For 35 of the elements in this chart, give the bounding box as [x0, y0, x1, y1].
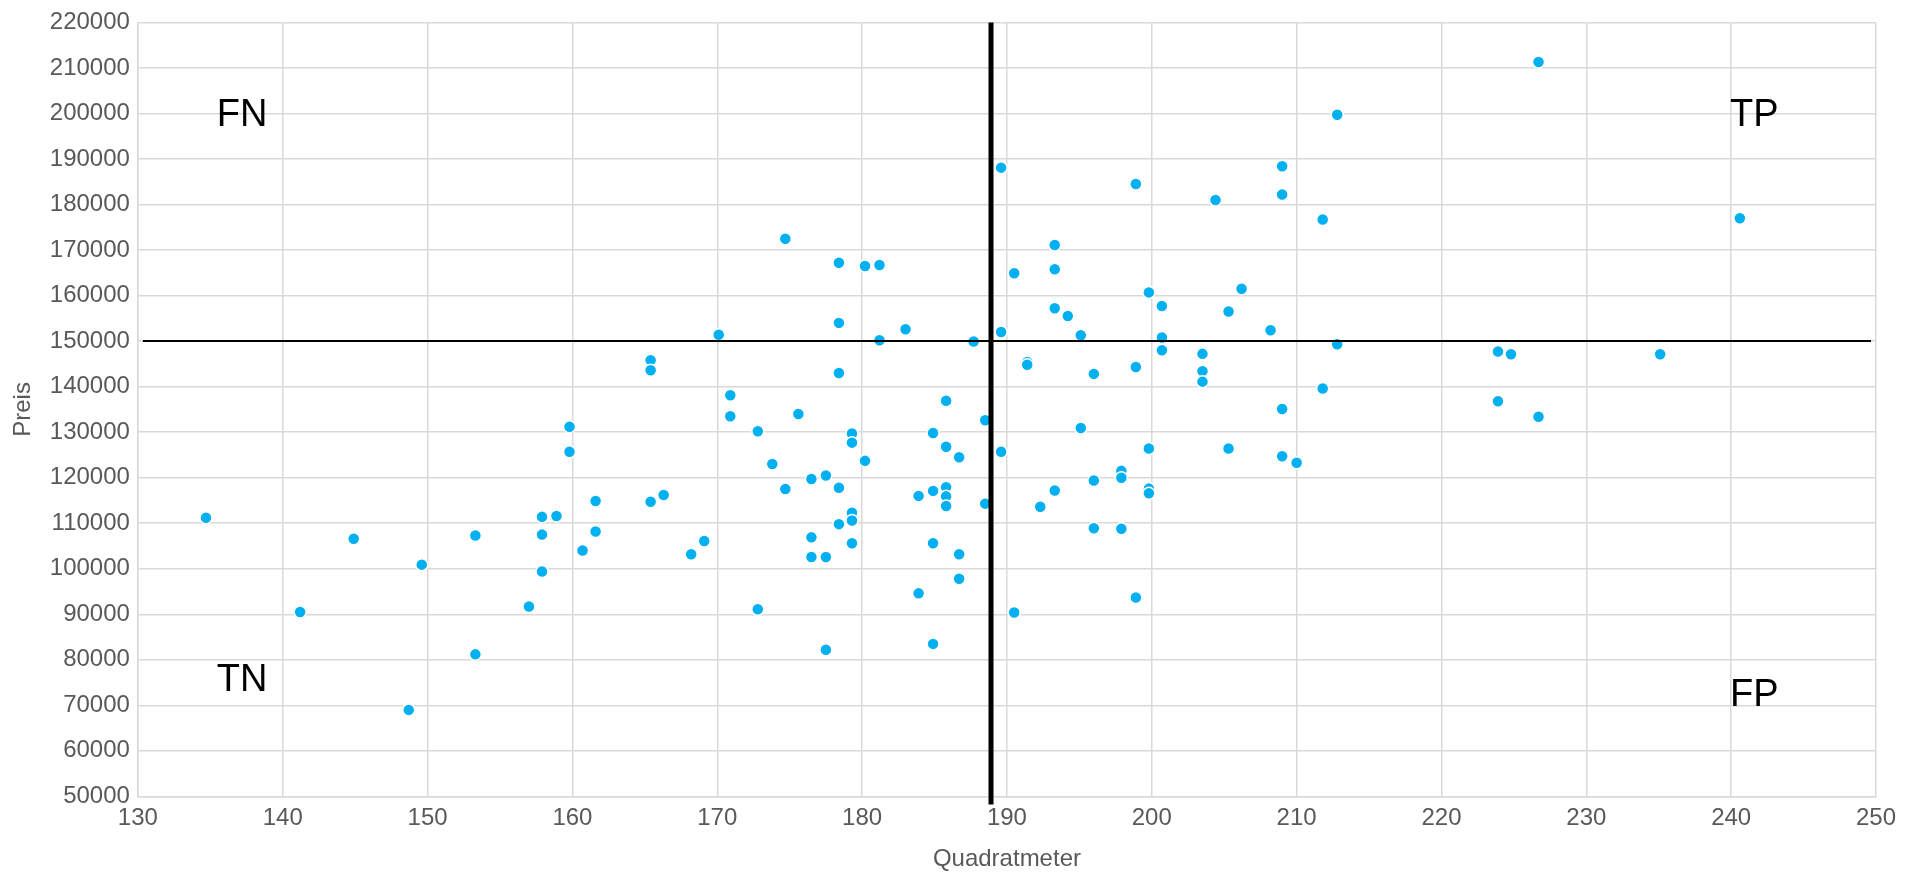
annotation: TP	[1730, 91, 1779, 134]
y-axis-title: Preis	[8, 382, 36, 437]
y-tick-label: 110000	[51, 507, 130, 535]
y-tick-label: 130000	[49, 416, 130, 444]
annotation: FP	[1730, 672, 1779, 715]
x-tick-label: 230	[1566, 803, 1607, 831]
x-tick-label: 140	[262, 803, 303, 831]
y-tick-label: 150000	[49, 325, 130, 353]
y-tick-label: 60000	[63, 735, 130, 763]
annotation: FN	[216, 91, 268, 134]
y-tick-label: 170000	[49, 234, 130, 262]
y-tick-label: 180000	[49, 189, 130, 217]
y-tick-label: 190000	[49, 143, 130, 171]
x-tick-label: 250	[1855, 803, 1897, 831]
y-tick-label: 80000	[63, 644, 130, 672]
annotation: TN	[216, 656, 268, 699]
x-tick-label: 220	[1421, 803, 1462, 831]
y-tick-label: 220000	[49, 7, 130, 35]
x-tick-label: 160	[552, 803, 593, 831]
y-tick-label: 100000	[49, 553, 130, 581]
x-axis-title: Quadratmeter	[932, 844, 1081, 872]
y-tick-label: 70000	[63, 689, 130, 717]
x-tick-label: 240	[1711, 803, 1752, 831]
y-tick-label: 160000	[49, 280, 130, 308]
y-tick-label: 140000	[49, 371, 130, 399]
x-tick-label: 180	[842, 803, 883, 831]
x-tick-label: 190	[986, 803, 1027, 831]
y-tick-label: 90000	[63, 598, 130, 626]
y-tick-label: 210000	[49, 52, 130, 80]
y-tick-label: 200000	[49, 98, 130, 126]
y-tick-label: 120000	[49, 462, 130, 490]
x-tick-label: 150	[407, 803, 448, 831]
x-tick-label: 170	[697, 803, 738, 831]
x-tick-label: 200	[1131, 803, 1172, 831]
x-tick-label: 210	[1276, 803, 1317, 831]
